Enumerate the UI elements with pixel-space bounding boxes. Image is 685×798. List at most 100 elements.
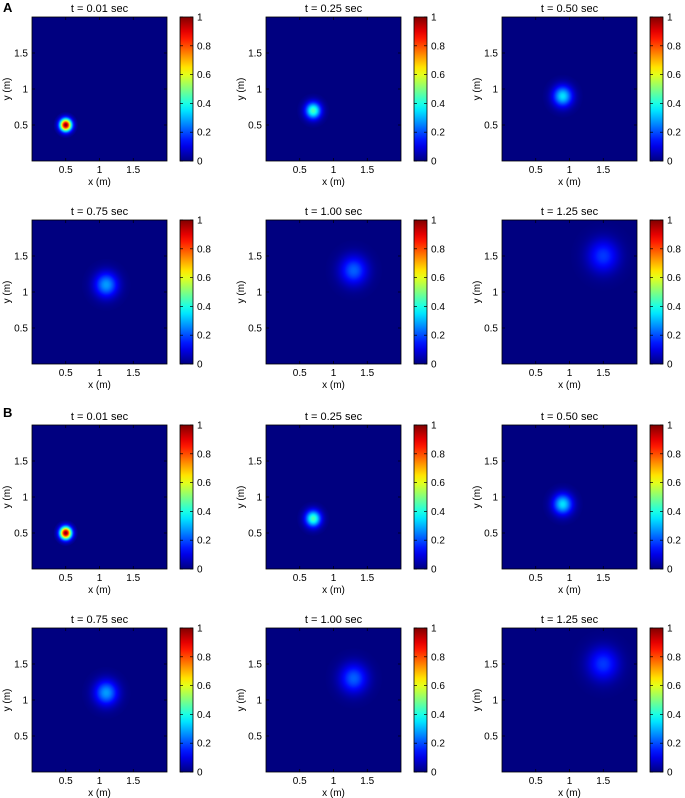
colorbar-tick-label: 0.4 <box>431 302 445 313</box>
subplot: t = 1.00 sec 0.5 1 1.5 0.5 1 1.5 x (m) y (m) 0 0.2… <box>236 614 445 798</box>
y-tick-label: 0.5 <box>248 324 262 335</box>
heatmap-peak <box>53 112 78 138</box>
y-tick-label: 1.5 <box>484 660 498 671</box>
x-tick-label: 0.5 <box>293 776 307 787</box>
x-tick-label: 0.5 <box>59 368 73 379</box>
colorbar-tick-label: 0.6 <box>197 273 211 284</box>
colorbar-tick-label: 0.8 <box>667 41 681 52</box>
x-tick-label: 1 <box>567 368 573 379</box>
colorbar-tick-label: 1 <box>431 216 437 227</box>
x-axis-label: x (m) <box>88 380 111 391</box>
colorbar <box>179 16 194 162</box>
subplot-title: t = 0.50 sec <box>541 411 599 423</box>
y-tick-label: 0.5 <box>248 732 262 743</box>
colorbar-tick-label: 1 <box>667 421 673 432</box>
colorbar-tick-label: 0.2 <box>667 536 681 547</box>
x-tick-label: 1 <box>97 368 103 379</box>
y-tick-label: 1 <box>22 85 28 96</box>
x-tick-label: 0.5 <box>529 165 543 176</box>
subplot-title: t = 0.25 sec <box>305 411 363 423</box>
colorbar <box>649 219 664 365</box>
x-tick-label: 1.5 <box>126 368 140 379</box>
subplot: t = 0.01 sec 0.5 1 1.5 0.5 1 1.5 x (m) y (m) 0 0.2… <box>2 3 211 188</box>
x-tick-label: 0.5 <box>293 165 307 176</box>
x-axis-label: x (m) <box>558 177 581 188</box>
subplot-title: t = 1.00 sec <box>305 614 363 626</box>
subplot: t = 1.25 sec 0.5 1 1.5 0.5 1 1.5 x (m) y (m) 0 0.2… <box>472 614 681 798</box>
colorbar-tick-label: 0.8 <box>667 652 681 663</box>
heatmap-background <box>266 220 401 364</box>
y-tick-label: 0.5 <box>484 121 498 132</box>
y-tick-label: 1.5 <box>14 457 28 468</box>
colorbar-tick-label: 0 <box>431 768 437 779</box>
x-tick-label: 1.5 <box>596 776 610 787</box>
subplot: t = 0.25 sec 0.5 1 1.5 0.5 1 1.5 x (m) y (m) 0 0.2… <box>236 411 445 596</box>
subplot: t = 0.75 sec 0.5 1 1.5 0.5 1 1.5 x (m) y (m) 0 0.2… <box>2 206 211 391</box>
colorbar-tick-label: 0.4 <box>197 99 211 110</box>
colorbar-tick-label: 0 <box>197 157 203 168</box>
colorbar-tick-label: 0.8 <box>431 41 445 52</box>
colorbar-tick-label: 0.2 <box>431 331 445 342</box>
x-tick-label: 1.5 <box>360 368 374 379</box>
heatmap-peak <box>570 629 636 699</box>
y-tick-label: 0.5 <box>248 121 262 132</box>
colorbar-tick-label: 1 <box>431 421 437 432</box>
x-tick-label: 1 <box>97 776 103 787</box>
colorbar <box>649 424 664 570</box>
y-tick-label: 1.5 <box>248 660 262 671</box>
heatmap-peak <box>570 221 636 291</box>
colorbar-tick-label: 0.4 <box>197 507 211 518</box>
y-tick-label: 0.5 <box>484 529 498 540</box>
colorbar-tick-label: 1 <box>197 216 203 227</box>
colorbar-tick-label: 0.2 <box>667 739 681 750</box>
colorbar-tick-label: 0.4 <box>667 99 681 110</box>
subplot: t = 0.25 sec 0.5 1 1.5 0.5 1 1.5 x (m) y (m) 0 0.2… <box>236 3 445 188</box>
y-axis-label: y (m) <box>236 486 247 509</box>
heatmap-peak <box>297 501 330 536</box>
heatmap-peak <box>297 93 330 128</box>
heatmap-peak <box>81 258 131 311</box>
y-axis-label: y (m) <box>472 689 483 712</box>
x-tick-label: 1.5 <box>126 573 140 584</box>
heatmap-peak <box>53 520 78 546</box>
colorbar-tick-label: 0 <box>667 157 673 168</box>
y-tick-label: 1 <box>492 288 498 299</box>
y-axis-label: y (m) <box>2 486 13 509</box>
y-tick-label: 1.5 <box>484 252 498 263</box>
colorbar-tick-label: 0.4 <box>197 302 211 313</box>
colorbar-tick-label: 0.4 <box>667 507 681 518</box>
colorbar-tick-label: 0.6 <box>667 70 681 81</box>
x-tick-label: 0.5 <box>529 776 543 787</box>
colorbar-tick-label: 0.8 <box>431 244 445 255</box>
heatmap-background <box>32 425 167 569</box>
colorbar-tick-label: 0.2 <box>197 536 211 547</box>
x-tick-label: 1.5 <box>126 165 140 176</box>
y-tick-label: 1.5 <box>484 49 498 60</box>
heatmap-peak <box>325 648 383 709</box>
colorbar-tick-label: 0.2 <box>431 128 445 139</box>
colorbar-tick-label: 0.6 <box>197 70 211 81</box>
heatmap-peak <box>542 482 583 526</box>
subplot: t = 1.00 sec 0.5 1 1.5 0.5 1 1.5 x (m) y (m) 0 0.2… <box>236 206 445 391</box>
y-tick-label: 1.5 <box>248 457 262 468</box>
y-tick-label: 0.5 <box>14 324 28 335</box>
y-tick-label: 0.5 <box>248 529 262 540</box>
y-tick-label: 1 <box>256 493 262 504</box>
x-tick-label: 1.5 <box>596 368 610 379</box>
y-tick-label: 1.5 <box>484 457 498 468</box>
y-tick-label: 1 <box>256 696 262 707</box>
colorbar-tick-label: 1 <box>197 13 203 24</box>
x-tick-label: 1 <box>567 165 573 176</box>
x-tick-label: 1 <box>97 573 103 584</box>
y-axis-label: y (m) <box>472 486 483 509</box>
colorbar <box>649 16 664 162</box>
x-axis-label: x (m) <box>322 177 345 188</box>
x-tick-label: 0.5 <box>529 368 543 379</box>
x-tick-label: 1.5 <box>596 165 610 176</box>
subplot: t = 0.50 sec 0.5 1 1.5 0.5 1 1.5 x (m) y (m) 0 0.2… <box>472 411 681 596</box>
y-tick-label: 1 <box>256 288 262 299</box>
subplot: t = 0.50 sec 0.5 1 1.5 0.5 1 1.5 x (m) y (m) 0 0.2… <box>472 3 681 188</box>
heatmap-background <box>266 17 401 161</box>
y-tick-label: 0.5 <box>14 529 28 540</box>
